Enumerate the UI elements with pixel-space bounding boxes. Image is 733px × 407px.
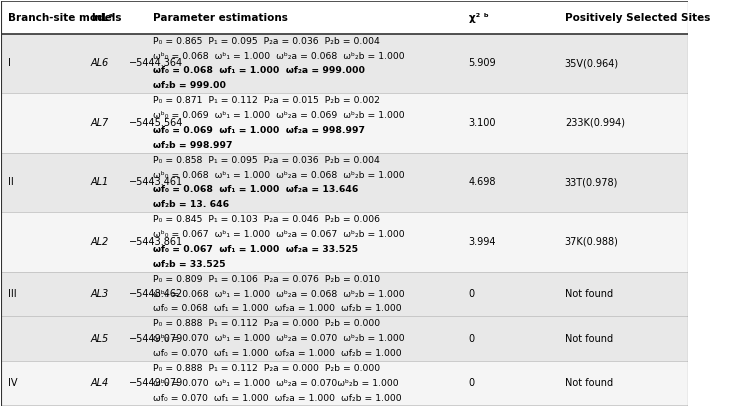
Text: −5444.364: −5444.364 (128, 59, 183, 68)
FancyBboxPatch shape (1, 272, 688, 316)
Text: ωf₀ = 0.070  ωf₁ = 1.000  ωf₂a = 1.000  ωf₂b = 1.000: ωf₀ = 0.070 ωf₁ = 1.000 ωf₂a = 1.000 ωf₂… (152, 394, 401, 403)
Text: 3.994: 3.994 (468, 237, 496, 247)
Text: II: II (8, 177, 14, 188)
Text: P₀ = 0.871  P₁ = 0.112  P₂a = 0.015  P₂b = 0.002: P₀ = 0.871 P₁ = 0.112 P₂a = 0.015 P₂b = … (152, 96, 380, 105)
FancyBboxPatch shape (1, 361, 688, 406)
Text: P₀ = 0.858  P₁ = 0.095  P₂a = 0.036  P₂b = 0.004: P₀ = 0.858 P₁ = 0.095 P₂a = 0.036 P₂b = … (152, 155, 380, 165)
Text: ωf₀ = 0.069  ωf₁ = 1.000  ωf₂a = 998.997: ωf₀ = 0.069 ωf₁ = 1.000 ωf₂a = 998.997 (152, 126, 364, 135)
Text: P₀ = 0.888  P₁ = 0.112  P₂a = 0.000  P₂b = 0.000: P₀ = 0.888 P₁ = 0.112 P₂a = 0.000 P₂b = … (152, 364, 380, 373)
Text: AL1: AL1 (91, 177, 109, 188)
FancyBboxPatch shape (1, 316, 688, 361)
Text: Not found: Not found (565, 334, 613, 344)
FancyBboxPatch shape (1, 34, 688, 93)
Text: lnLᵃ: lnLᵃ (91, 13, 113, 22)
Text: −5443.461: −5443.461 (128, 177, 183, 188)
Text: III: III (8, 289, 17, 299)
Text: 5.909: 5.909 (468, 59, 496, 68)
Text: ωᵇ₀ = 0.069  ωᵇ₁ = 1.000  ωᵇ₂a = 0.069  ωᵇ₂b = 1.000: ωᵇ₀ = 0.069 ωᵇ₁ = 1.000 ωᵇ₂a = 0.069 ωᵇ₂… (152, 111, 404, 120)
Text: −5448.462: −5448.462 (128, 289, 183, 299)
Text: ωᵇ₀ = 0.068  ωᵇ₁ = 1.000  ωᵇ₂a = 0.068  ωᵇ₂b = 1.000: ωᵇ₀ = 0.068 ωᵇ₁ = 1.000 ωᵇ₂a = 0.068 ωᵇ₂… (152, 289, 404, 299)
Text: ωᵇ₀ = 0.070  ωᵇ₁ = 1.000  ωᵇ₂a = 0.070ωᵇ₂b = 1.000: ωᵇ₀ = 0.070 ωᵇ₁ = 1.000 ωᵇ₂a = 0.070ωᵇ₂b… (152, 379, 398, 388)
Text: P₀ = 0.809  P₁ = 0.106  P₂a = 0.076  P₂b = 0.010: P₀ = 0.809 P₁ = 0.106 P₂a = 0.076 P₂b = … (152, 275, 380, 284)
Text: ωᵇ₀ = 0.068  ωᵇ₁ = 1.000  ωᵇ₂a = 0.068  ωᵇ₂b = 1.000: ωᵇ₀ = 0.068 ωᵇ₁ = 1.000 ωᵇ₂a = 0.068 ωᵇ₂… (152, 52, 404, 61)
Text: 0: 0 (468, 289, 475, 299)
Text: IV: IV (8, 378, 18, 388)
Text: −5445.564: −5445.564 (128, 118, 183, 128)
Text: ωᵇ₀ = 0.070  ωᵇ₁ = 1.000  ωᵇ₂a = 0.070  ωᵇ₂b = 1.000: ωᵇ₀ = 0.070 ωᵇ₁ = 1.000 ωᵇ₂a = 0.070 ωᵇ₂… (152, 334, 404, 343)
Text: Positively Selected Sites: Positively Selected Sites (565, 13, 710, 22)
Text: ωf₂b = 999.00: ωf₂b = 999.00 (152, 81, 226, 90)
Text: 37K(0.988): 37K(0.988) (565, 237, 619, 247)
Text: 4.698: 4.698 (468, 177, 496, 188)
Text: ωf₂b = 998.997: ωf₂b = 998.997 (152, 141, 232, 150)
Text: ωᵇ₀ = 0.067  ωᵇ₁ = 1.000  ωᵇ₂a = 0.067  ωᵇ₂b = 1.000: ωᵇ₀ = 0.067 ωᵇ₁ = 1.000 ωᵇ₂a = 0.067 ωᵇ₂… (152, 230, 404, 239)
Text: 33T(0.978): 33T(0.978) (565, 177, 618, 188)
Text: ωf₂b = 13. 646: ωf₂b = 13. 646 (152, 200, 229, 209)
Text: ωf₀ = 0.068  ωf₁ = 1.000  ωf₂a = 13.646: ωf₀ = 0.068 ωf₁ = 1.000 ωf₂a = 13.646 (152, 186, 358, 195)
Text: ωf₀ = 0.068  ωf₁ = 1.000  ωf₂a = 999.000: ωf₀ = 0.068 ωf₁ = 1.000 ωf₂a = 999.000 (152, 66, 364, 75)
Text: AL2: AL2 (91, 237, 109, 247)
Text: Parameter estimations: Parameter estimations (152, 13, 287, 22)
Text: I: I (8, 59, 11, 68)
Text: P₀ = 0.865  P₁ = 0.095  P₂a = 0.036  P₂b = 0.004: P₀ = 0.865 P₁ = 0.095 P₂a = 0.036 P₂b = … (152, 37, 380, 46)
FancyBboxPatch shape (1, 93, 688, 153)
Text: ωf₀ = 0.070  ωf₁ = 1.000  ωf₂a = 1.000  ωf₂b = 1.000: ωf₀ = 0.070 ωf₁ = 1.000 ωf₂a = 1.000 ωf₂… (152, 349, 401, 358)
Text: AL4: AL4 (91, 378, 109, 388)
Text: 0: 0 (468, 378, 475, 388)
Text: Not found: Not found (565, 378, 613, 388)
Text: 3.100: 3.100 (468, 118, 496, 128)
Text: AL5: AL5 (91, 334, 109, 344)
Text: AL6: AL6 (91, 59, 109, 68)
Text: 233K(0.994): 233K(0.994) (565, 118, 625, 128)
Text: AL3: AL3 (91, 289, 109, 299)
Text: P₀ = 0.845  P₁ = 0.103  P₂a = 0.046  P₂b = 0.006: P₀ = 0.845 P₁ = 0.103 P₂a = 0.046 P₂b = … (152, 215, 380, 224)
Text: −5449.079: −5449.079 (128, 334, 183, 344)
Text: Not found: Not found (565, 289, 613, 299)
Text: Branch-site models: Branch-site models (8, 13, 122, 22)
Text: P₀ = 0.888  P₁ = 0.112  P₂a = 0.000  P₂b = 0.000: P₀ = 0.888 P₁ = 0.112 P₂a = 0.000 P₂b = … (152, 319, 380, 328)
Text: AL7: AL7 (91, 118, 109, 128)
Text: ωf₂b = 33.525: ωf₂b = 33.525 (152, 260, 225, 269)
Text: ωf₀ = 0.068  ωf₁ = 1.000  ωf₂a = 1.000  ωf₂b = 1.000: ωf₀ = 0.068 ωf₁ = 1.000 ωf₂a = 1.000 ωf₂… (152, 304, 401, 313)
Text: ωᵇ₀ = 0.068  ωᵇ₁ = 1.000  ωᵇ₂a = 0.068  ωᵇ₂b = 1.000: ωᵇ₀ = 0.068 ωᵇ₁ = 1.000 ωᵇ₂a = 0.068 ωᵇ₂… (152, 171, 404, 179)
Text: −5443.861: −5443.861 (128, 237, 183, 247)
Text: χ² ᵇ: χ² ᵇ (468, 13, 488, 22)
Text: 0: 0 (468, 334, 475, 344)
Text: ωf₀ = 0.067  ωf₁ = 1.000  ωf₂a = 33.525: ωf₀ = 0.067 ωf₁ = 1.000 ωf₂a = 33.525 (152, 245, 358, 254)
FancyBboxPatch shape (1, 212, 688, 272)
FancyBboxPatch shape (1, 153, 688, 212)
Text: 35V(0.964): 35V(0.964) (565, 59, 619, 68)
Text: −5449.079: −5449.079 (128, 378, 183, 388)
